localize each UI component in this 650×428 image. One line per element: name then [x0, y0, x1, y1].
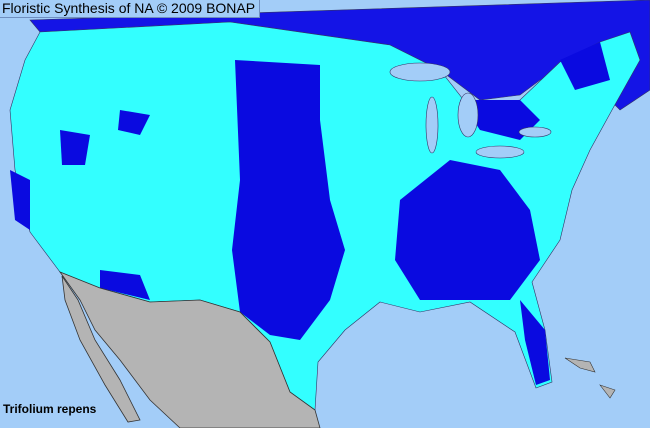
great-lakes — [389, 62, 552, 159]
dense-occurrence-counties — [10, 42, 610, 385]
species-label: Trifolium repens — [3, 402, 97, 416]
map-title: Floristic Synthesis of NA © 2009 BONAP — [0, 0, 261, 18]
mexico-region — [58, 271, 321, 428]
baja-california — [61, 275, 141, 423]
caribbean-islands — [564, 357, 616, 399]
